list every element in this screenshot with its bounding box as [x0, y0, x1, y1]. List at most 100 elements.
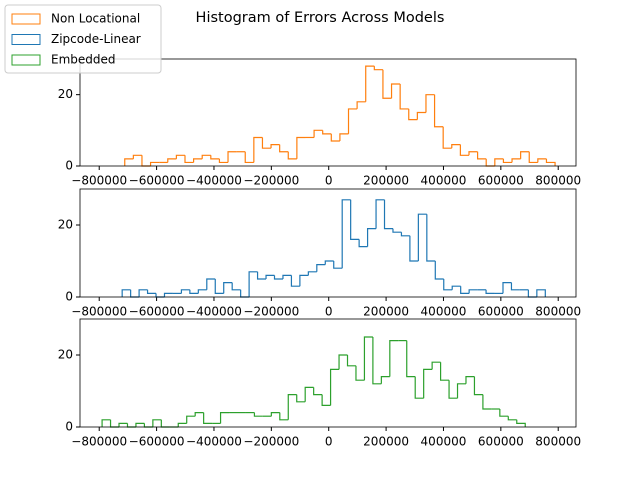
x-tick-label: −600000	[129, 435, 185, 449]
x-tick-label: 600000	[478, 174, 524, 188]
x-tick-label: 600000	[478, 435, 524, 449]
x-tick-label: −200000	[243, 305, 299, 319]
histogram-step	[356, 101, 366, 109]
histogram-step	[149, 161, 160, 166]
histogram-step	[296, 136, 306, 159]
histogram-step	[152, 419, 162, 427]
histogram-step	[346, 355, 356, 367]
histogram-step	[358, 239, 368, 248]
histogram-step	[536, 289, 546, 297]
histogram-step	[389, 340, 399, 377]
x-tick-label: −800000	[71, 174, 127, 188]
histogram-step	[201, 154, 211, 159]
histogram-step	[203, 412, 213, 424]
histogram-step	[485, 289, 495, 294]
histogram-step	[416, 111, 426, 120]
histogram-step	[143, 423, 153, 428]
histogram-step	[279, 412, 289, 421]
histogram-step	[214, 279, 224, 294]
x-tick-label: 400000	[421, 305, 467, 319]
histogram-step	[451, 285, 461, 290]
histogram-step	[439, 362, 450, 381]
histogram-step	[408, 108, 418, 121]
histogram-step	[287, 151, 297, 160]
histogram-step	[253, 136, 263, 163]
histogram-step	[477, 151, 487, 160]
histogram-step	[279, 144, 289, 153]
histogram-step	[231, 282, 241, 291]
histogram-step	[126, 423, 136, 428]
histogram-step	[316, 264, 326, 272]
histogram-step	[372, 337, 382, 385]
axes-frame	[79, 318, 577, 428]
histogram-step	[253, 412, 263, 417]
x-tick-label: 600000	[478, 305, 524, 319]
legend-swatch	[11, 34, 41, 45]
histogram-step	[355, 365, 365, 381]
histogram-step	[109, 419, 120, 428]
x-tick-label: −400000	[186, 174, 242, 188]
histogram-step	[330, 133, 340, 142]
x-tick-label: −200000	[243, 174, 299, 188]
chart-title: Histogram of Errors Across Models	[196, 10, 445, 26]
histogram-step	[426, 214, 436, 262]
histogram-step	[304, 386, 314, 402]
histogram-step	[442, 126, 452, 149]
legend-label: Zipcode-Linear	[51, 32, 141, 46]
histogram-step	[392, 228, 402, 233]
histogram-step	[456, 383, 466, 399]
histogram-step	[175, 154, 185, 159]
histogram-step	[282, 274, 292, 279]
histogram-step	[290, 275, 300, 287]
histogram-step	[223, 282, 233, 294]
histogram-step	[399, 83, 409, 110]
histogram-step	[365, 65, 375, 102]
histogram-step	[527, 289, 537, 298]
legend-box	[4, 4, 162, 74]
histogram-step	[184, 155, 194, 164]
histogram-step	[448, 380, 458, 399]
legend-swatch	[11, 54, 41, 66]
histogram-step	[434, 261, 444, 280]
y-tick-label: 0	[65, 159, 73, 173]
x-tick-label: 200000	[363, 174, 409, 188]
x-tick-label: 200000	[363, 305, 409, 319]
x-tick-label: 800000	[535, 305, 581, 319]
x-tick-label: −800000	[71, 435, 127, 449]
y-tick-label: 20	[58, 87, 73, 101]
x-tick-label: −800000	[71, 305, 127, 319]
histogram-step	[468, 289, 478, 294]
histogram-step	[299, 274, 309, 287]
histogram-step	[485, 158, 495, 167]
histogram-step	[473, 376, 483, 396]
histogram-step	[193, 158, 203, 163]
histogram-step	[313, 129, 323, 138]
histogram-step	[502, 158, 513, 164]
x-tick-label: −600000	[129, 174, 185, 188]
histogram-step	[189, 289, 199, 294]
histogram-step	[210, 155, 220, 160]
histogram-step	[510, 282, 520, 291]
histogram-step	[347, 108, 358, 134]
histogram-step	[409, 235, 419, 262]
histogram-step	[329, 368, 340, 406]
histogram-step	[459, 144, 469, 156]
histogram-step	[333, 261, 343, 269]
histogram-step	[528, 151, 538, 164]
histogram-step	[197, 289, 207, 294]
histogram-step	[537, 158, 547, 163]
histogram-step	[494, 158, 504, 166]
histogram-step	[338, 354, 348, 370]
histogram-step	[502, 282, 512, 294]
histogram-step	[417, 213, 427, 261]
x-tick-label: 400000	[421, 174, 467, 188]
legend-swatch	[11, 13, 41, 25]
histogram-step	[313, 387, 323, 396]
histogram-step	[218, 158, 229, 164]
y-tick-label: 0	[65, 420, 73, 434]
histogram-step	[341, 199, 351, 269]
histogram-step	[155, 293, 165, 298]
histogram-step	[101, 419, 111, 427]
histogram-step	[261, 137, 272, 149]
